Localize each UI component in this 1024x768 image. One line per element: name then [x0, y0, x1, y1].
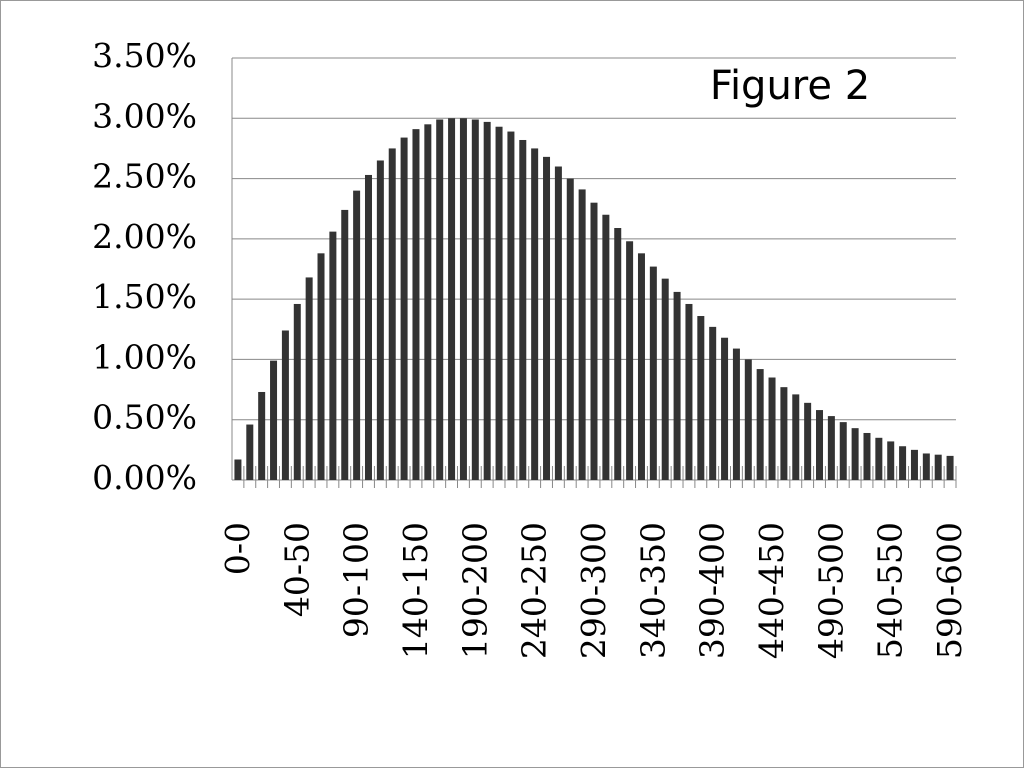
y-tick-label: 0.50% [92, 398, 197, 437]
bar [649, 266, 657, 480]
x-tick-label: 390-400 [693, 522, 732, 659]
bar [768, 377, 776, 480]
bar [899, 446, 907, 480]
x-tick-label: 590-600 [930, 522, 969, 659]
bar [804, 402, 812, 480]
bar [721, 337, 729, 480]
y-tick-label: 0.00% [92, 458, 197, 497]
bar [531, 148, 539, 480]
bar [448, 118, 456, 481]
bar [329, 231, 337, 480]
y-tick-label: 3.50% [92, 36, 197, 75]
x-tick-label: 540-550 [871, 522, 910, 659]
y-tick-label: 2.50% [92, 157, 197, 196]
bar [839, 422, 847, 480]
bar [543, 156, 551, 480]
bar [626, 241, 634, 480]
x-tick-label: 440-450 [752, 522, 791, 659]
y-tick-label: 2.00% [92, 217, 197, 256]
bar [875, 437, 883, 480]
bar [709, 326, 717, 480]
x-tick-label: 240-250 [515, 522, 554, 659]
bar [934, 454, 942, 480]
x-tick-label: 340-350 [633, 522, 672, 659]
bar [661, 278, 669, 480]
bar [673, 291, 681, 480]
bar [578, 189, 586, 480]
x-tick-label: 40-50 [277, 522, 316, 617]
bar [697, 316, 705, 480]
bar [495, 126, 503, 481]
bar [792, 394, 800, 480]
bar [851, 428, 859, 480]
bar [376, 160, 384, 480]
bar [471, 119, 479, 481]
annotation: Figure 2 [710, 63, 870, 109]
bar [483, 121, 491, 480]
bar [305, 277, 313, 480]
x-tick-label: 90-100 [337, 522, 376, 638]
bar [341, 209, 349, 481]
bar [270, 360, 278, 480]
bar [780, 387, 788, 480]
bar [246, 424, 254, 480]
bar [258, 391, 266, 480]
bar [317, 253, 325, 480]
bar [281, 330, 289, 480]
bar [922, 453, 930, 480]
x-tick-label: 490-500 [811, 522, 850, 659]
y-tick-label: 1.00% [92, 337, 197, 376]
bar [910, 449, 918, 480]
x-tick-label: 0-0 [218, 522, 257, 575]
y-tick-label: 1.50% [92, 277, 197, 316]
bar [863, 432, 871, 480]
bar [827, 416, 835, 480]
bar [459, 118, 467, 481]
bar [946, 455, 954, 480]
bar [637, 253, 645, 480]
x-tick-label: 140-150 [396, 522, 435, 659]
bar [590, 202, 598, 480]
bar [614, 228, 622, 480]
x-tick-label: 190-200 [455, 522, 494, 659]
bar [353, 190, 361, 480]
bar [554, 166, 562, 480]
bar [234, 459, 242, 480]
bar [756, 369, 764, 480]
y-tick-label: 3.00% [92, 96, 197, 135]
bar [364, 174, 372, 480]
bar [887, 441, 895, 480]
bar [400, 137, 408, 480]
bar [744, 359, 752, 480]
bar [816, 410, 824, 480]
x-tick-label: 290-300 [574, 522, 613, 659]
bar [519, 139, 527, 480]
bar [602, 214, 610, 480]
bar [566, 178, 574, 481]
bar [412, 129, 420, 480]
bar [436, 119, 444, 481]
bar [685, 303, 693, 480]
bar [388, 148, 396, 480]
bar [293, 303, 301, 480]
bar [507, 131, 515, 480]
bar [424, 124, 432, 481]
bar [732, 348, 740, 480]
